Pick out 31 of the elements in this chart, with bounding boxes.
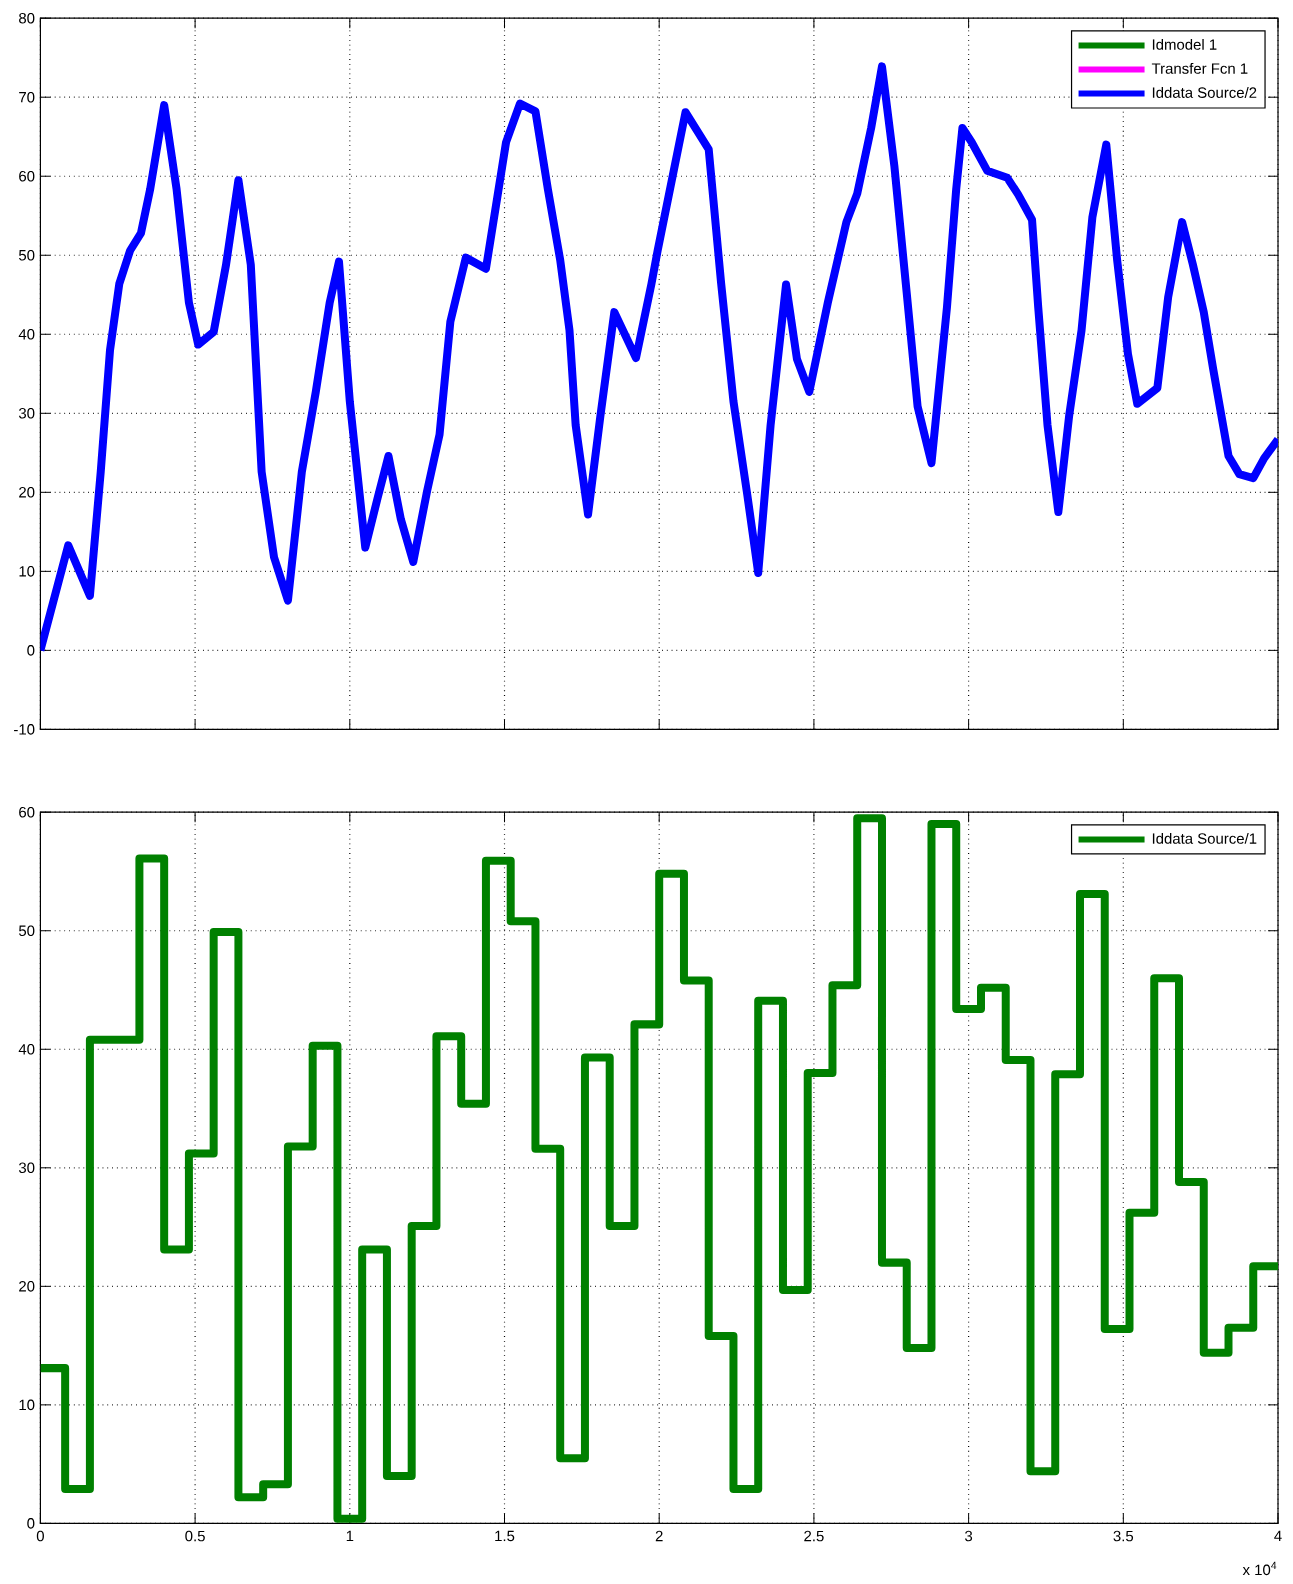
y-tick-label: 40: [18, 1043, 35, 1055]
legend-label: Iddata Source/2: [1152, 86, 1257, 98]
y-tick-label: 30: [18, 408, 35, 419]
y-tick-label: 50: [18, 249, 35, 261]
y-tick-label: 30: [18, 1162, 35, 1174]
x-tick-label: 4: [1274, 1530, 1282, 1542]
y-tick-label: 40: [18, 328, 35, 340]
y-tick-label: 70: [19, 91, 35, 103]
x-tick-label: 2.5: [804, 1530, 824, 1542]
y-tick-label: 0: [27, 645, 35, 656]
y-tick-label: 20: [19, 487, 35, 498]
text: x 10$^{4}$: [1242, 1561, 1277, 1576]
x-tick-label: 3: [965, 1530, 973, 1542]
y-tick-label: 60: [19, 806, 35, 818]
y-tick-label: 10: [19, 566, 35, 577]
x-tick-label: 0: [36, 1530, 44, 1542]
y-tick-label: 80: [19, 12, 35, 24]
y-tick-label: 0: [27, 1518, 35, 1529]
y-tick-label: 20: [19, 1281, 35, 1292]
x-tick-label: 3.5: [1113, 1530, 1134, 1542]
y-tick-label: 60: [19, 170, 35, 182]
legend-label: Idmodel 1: [1152, 38, 1217, 50]
x-tick-label: 2: [655, 1530, 663, 1542]
x-tick-label: 1.5: [495, 1530, 515, 1542]
y-tick-label: 10: [19, 1399, 35, 1411]
legend-label: Iddata Source/1: [1152, 832, 1257, 844]
legend-label: Transfer Fcn 1: [1151, 62, 1248, 74]
x-tick-label: 0.5: [185, 1530, 205, 1542]
y-tick-label: -10: [14, 724, 35, 735]
y-tick-label: 50: [18, 925, 35, 937]
x-tick-label: 1: [346, 1530, 354, 1542]
